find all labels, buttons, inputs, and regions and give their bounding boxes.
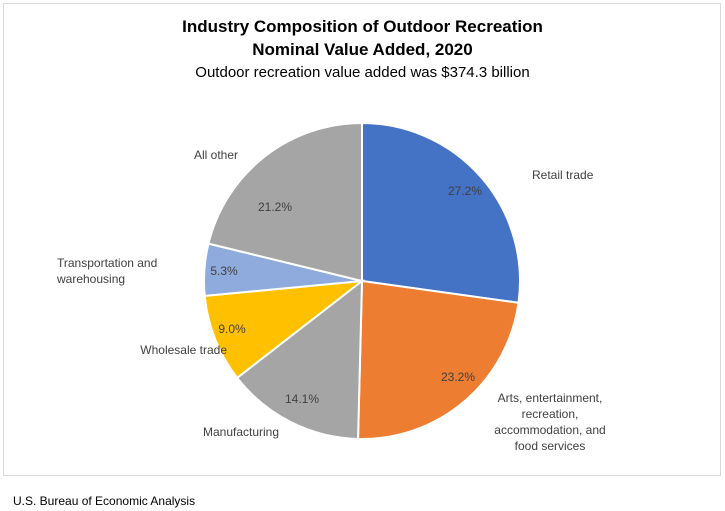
slice-value-label: 14.1%	[285, 392, 319, 406]
slice-value-label: 23.2%	[441, 370, 475, 384]
pie-slice	[207, 121, 363, 283]
pie-slice	[357, 279, 520, 440]
chart-frame	[3, 3, 721, 476]
chart-subtitle: Outdoor recreation value added was $374.…	[195, 64, 530, 81]
slice-category-label: Manufacturing	[203, 425, 279, 439]
slice-category-label: Wholesale trade	[140, 343, 227, 357]
slice-category-label: Transportation and warehousing	[56, 256, 157, 286]
chart-title-line-1: Industry Composition of Outdoor Recreati…	[182, 17, 543, 36]
pie-slice	[235, 278, 364, 440]
pie-slice	[361, 121, 521, 304]
slice-value-label: 9.0%	[218, 322, 246, 336]
slice-category-label: All other	[194, 148, 238, 162]
slice-value-label: 27.2%	[448, 184, 482, 198]
slice-value-label: 5.3%	[210, 264, 238, 278]
slice-category-label: Arts, entertainment, recreation, accommoda…	[494, 391, 605, 453]
chart-title-line-2: Nominal Value Added, 2020	[252, 40, 473, 59]
slice-value-label: 21.2%	[258, 200, 292, 214]
source-note: U.S. Bureau of Economic Analysis	[13, 494, 196, 508]
pie-slice	[203, 279, 366, 380]
slice-category-label: Retail trade	[532, 168, 594, 182]
